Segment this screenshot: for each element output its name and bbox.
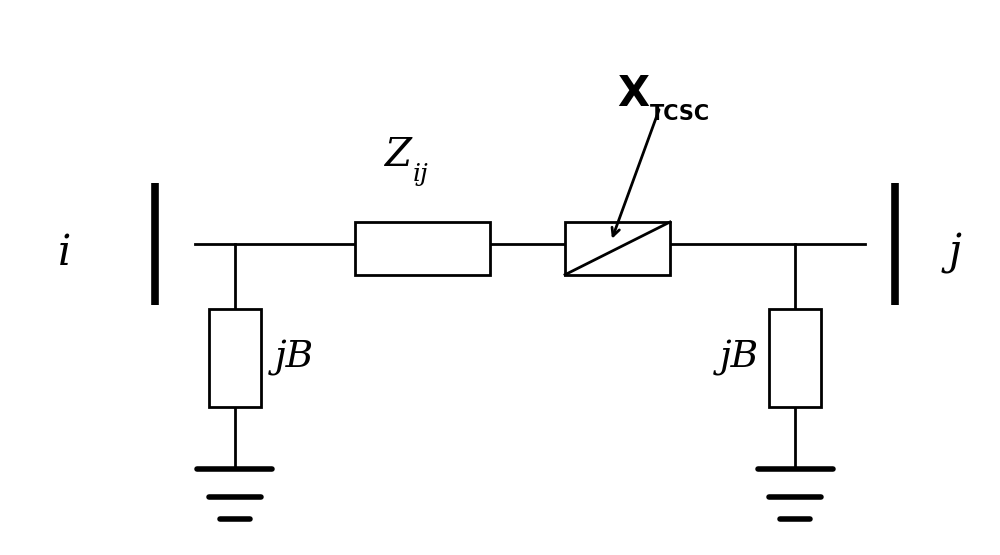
- Text: jB: jB: [275, 340, 314, 376]
- Text: Z: Z: [385, 137, 412, 174]
- Bar: [565, 222, 670, 275]
- Text: ij: ij: [413, 163, 429, 186]
- Text: X: X: [617, 73, 649, 115]
- Bar: [355, 222, 490, 275]
- Text: j: j: [949, 231, 961, 274]
- Text: jB: jB: [720, 340, 759, 376]
- Text: TCSC: TCSC: [650, 104, 710, 124]
- Bar: [209, 310, 261, 406]
- Bar: [769, 310, 821, 406]
- Text: i: i: [58, 231, 72, 274]
